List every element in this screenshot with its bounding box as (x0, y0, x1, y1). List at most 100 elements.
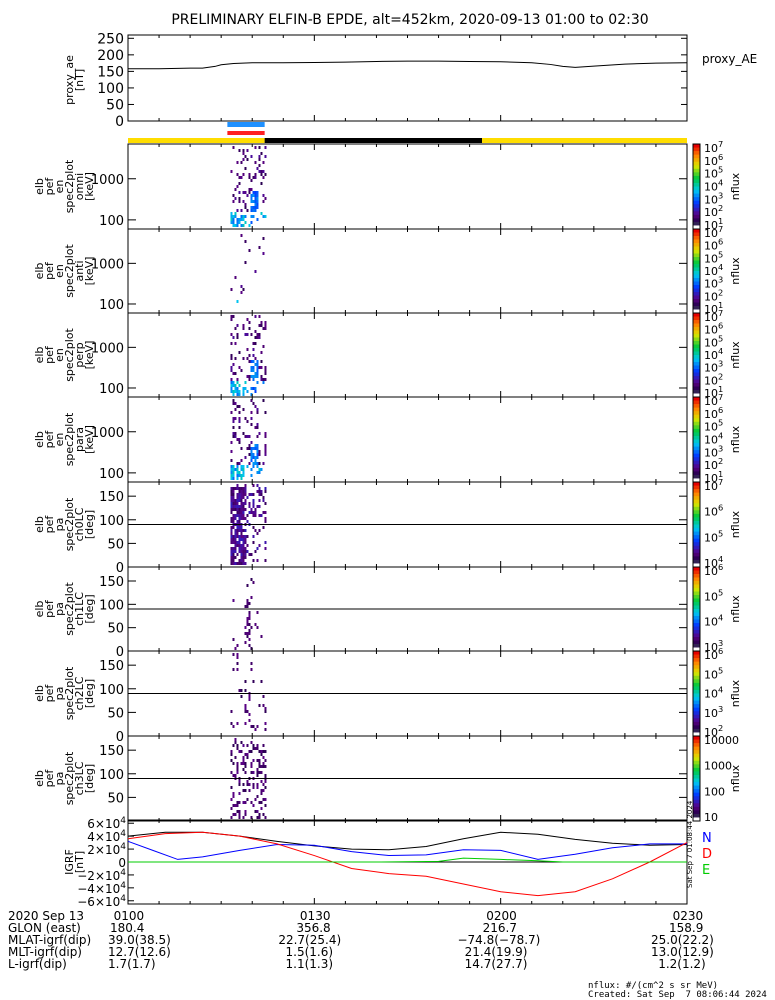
spec-panel-4-cell (234, 532, 237, 535)
spec-panel-7-cell (230, 807, 233, 810)
spec-panel-7-cell (260, 753, 263, 756)
spec-panel-6-ylabel-line: ch2LC (73, 676, 86, 710)
spec-panel-0-colorbar-cell (693, 144, 700, 149)
spec-panel-2-colorbar-cell (693, 379, 700, 384)
spec-panel-6-colorbar-cell (693, 704, 700, 709)
spec-panel-1-colorbar-cell (693, 309, 700, 314)
spec-panel-0-cell (238, 149, 241, 152)
spec-panel-4-cell (254, 529, 257, 532)
spec-panel-2-cell (230, 381, 233, 384)
spec-panel-2-cell (242, 357, 245, 360)
spec-panel-2-cell (230, 369, 233, 372)
spec-panel-1-colorbar-cell (693, 274, 700, 279)
spec-panel-7-cell (260, 789, 263, 792)
spec-panel-0-cell (242, 215, 245, 218)
spec-panel-3-ylabel-line: elb (33, 431, 46, 448)
spec-panel-0-colorbar-cell (693, 154, 700, 159)
spec-panel-0-cell (248, 176, 251, 179)
spec-panel-3-colorbar-cell (693, 471, 700, 476)
spec-panel-4-cell (238, 505, 241, 508)
spec-panel-2-ytick-label: 100 (99, 382, 124, 397)
spec-panel-5-colorbar-cell (693, 609, 700, 613)
spec-panel-2-cell (252, 369, 255, 372)
spec-panel-4-cell (240, 487, 243, 490)
spec-panel-3-cell (242, 465, 245, 468)
spec-panel-0-colorbar-cell (693, 193, 700, 198)
spec-panel-5-cell (248, 614, 251, 617)
spec-panel-7-colorbar-frame (692, 735, 701, 822)
spec-panel-3-cell (256, 411, 259, 414)
footer-value: 25.0(22.2) (651, 933, 714, 947)
spec-panel-3-cell (232, 426, 235, 429)
igrf-ylabel-line: IGRF (63, 849, 76, 875)
spec-panel-2-cell (254, 357, 257, 360)
spec-panel-3-colorbar-cell (693, 421, 700, 426)
spec-panel-0-colorbar-cell (693, 211, 700, 216)
spec-panel-7-colorbar-cell (693, 746, 700, 751)
spec-panel-4-colorbar-label: nflux (729, 510, 742, 538)
spec-panel-2-cell (258, 324, 261, 327)
spec-panel-2-ylabel-line: en (53, 348, 66, 362)
spec-panel-4-cell (264, 511, 267, 514)
credit-created: Created: Sat Sep 7 08:06:44 2024 (588, 990, 767, 1000)
spec-panel-4-cell (230, 529, 233, 532)
spec-panel-3-cell (232, 417, 235, 420)
spec-panel-4-cell (244, 493, 247, 496)
spec-panel-5-colorbar-cell (693, 588, 700, 592)
spec-panel-4-cell (230, 508, 233, 511)
spec-panel-5-colorbar-cell (693, 574, 700, 578)
spec-panel-5-colorbar-cell (693, 577, 700, 582)
spec-panel-0-cell (248, 173, 251, 176)
spec-panel-3-cell (264, 447, 267, 450)
spec-panel-0-ylabel-line: en (53, 180, 66, 194)
spec-panel-2-frame (127, 312, 688, 398)
spec-panel-3-cell (232, 468, 235, 471)
spec-panel-2-cell (242, 393, 245, 396)
spec-panel-1-colorbar-cell (693, 236, 700, 240)
spec-panel-6-cell (244, 707, 247, 710)
spec-panel-4-cell (230, 487, 233, 490)
spec-panel-4-cell (260, 493, 263, 496)
spec-panel-3-colorbar-tick: 105 (704, 418, 723, 434)
spec-panel-3-cell (264, 453, 267, 456)
spec-panel-6-cell (232, 668, 235, 671)
spec-panel-1-colorbar-cell (693, 232, 700, 237)
spec-panel-6-colorbar-cell (693, 697, 700, 702)
spec-panel-0-cell (240, 215, 243, 218)
spec-panel-5-ylabel-line: elb (33, 601, 46, 618)
spec-panel-4-cell (254, 514, 257, 517)
spec-panel-1-colorbar-cell (693, 306, 700, 310)
spec-panel-3-colorbar-cell (693, 414, 700, 419)
spec-panel-7-cell (246, 780, 249, 783)
spec-panel-0-cell (258, 164, 261, 167)
status-bar-segment (264, 138, 483, 143)
spec-panel-2-colorbar-cell (693, 341, 700, 345)
spec-panel-2-cell (232, 381, 235, 384)
spec-panel-4-cell (232, 535, 235, 538)
igrf-ytick-label: −2×104 (77, 868, 126, 883)
spec-panel-0-cell (236, 221, 239, 224)
spec-panel-2-cell (264, 369, 267, 372)
spec-panel-4-cell (254, 550, 257, 553)
spec-panel-0-cell (250, 215, 253, 218)
spec-panel-4-cell (246, 550, 249, 553)
spec-panel-0-cell (232, 218, 235, 221)
spec-panel-2-cell (234, 357, 237, 360)
spec-panel-3-frame (127, 396, 688, 483)
spec-panel-3-cell (248, 444, 251, 447)
spec-panel-7-cell (256, 759, 259, 762)
spec-panel-4-cell (240, 508, 243, 511)
spec-panel-6-colorbar-tick: 102 (704, 723, 723, 739)
spec-panel-3-cell (234, 468, 237, 471)
spec-panel-5-ytick-label: 100 (99, 598, 124, 613)
spec-panel-1-cell (236, 300, 239, 303)
spec-panel-0-cell (250, 221, 253, 224)
footer-value: 0130 (299, 909, 331, 923)
spec-panel-6-cell (246, 710, 249, 713)
spec-panel-3-cell (230, 441, 233, 444)
spec-panel-2-cell (234, 387, 237, 390)
spec-panel-4-cell (264, 541, 267, 544)
spec-panel-4-cell (236, 505, 239, 508)
spec-panel-6-colorbar-cell (693, 728, 700, 733)
spec-panel-0-cell (234, 212, 237, 215)
